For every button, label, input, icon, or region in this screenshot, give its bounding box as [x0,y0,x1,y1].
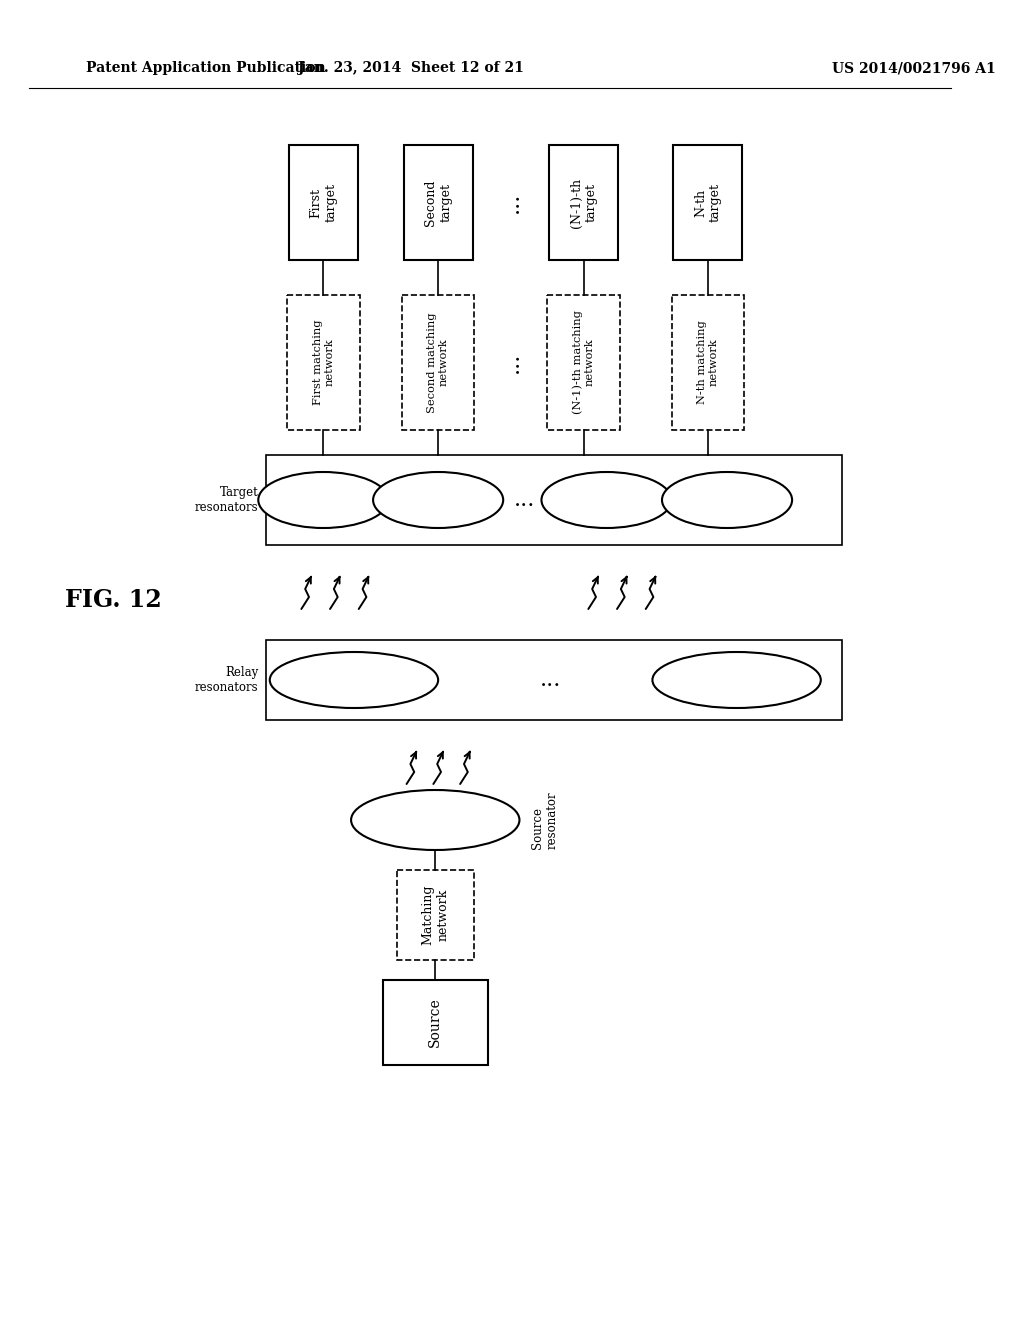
Text: (N-1)-th
target: (N-1)-th target [569,177,598,227]
Bar [403,145,473,260]
Text: First matching
network: First matching network [312,319,334,405]
Bar [672,294,744,430]
Ellipse shape [662,473,793,528]
Text: Second
target: Second target [424,180,453,226]
Bar [401,294,474,430]
Bar [266,455,842,545]
Text: ...: ... [540,669,561,690]
Bar [266,640,842,719]
Text: Source
resonator: Source resonator [530,791,559,849]
Bar [549,145,618,260]
Text: N-th matching
network: N-th matching network [697,321,719,404]
Text: ...: ... [514,488,535,511]
Text: Relay
resonators: Relay resonators [195,667,258,694]
Text: First
target: First target [309,183,337,222]
Text: Source: Source [428,998,442,1047]
Text: N-th
target: N-th target [694,183,722,222]
Ellipse shape [269,652,438,708]
Ellipse shape [542,473,672,528]
Text: Target
resonators: Target resonators [195,486,258,513]
Text: Matching
network: Matching network [421,884,450,945]
Text: Second matching
network: Second matching network [427,313,449,413]
Bar [383,979,487,1065]
Ellipse shape [652,652,821,708]
Bar [674,145,742,260]
Text: (N-1)-th matching
network: (N-1)-th matching network [572,310,595,414]
Bar [397,870,473,960]
Bar [547,294,620,430]
Text: ...: ... [501,352,523,374]
Bar [289,145,357,260]
Ellipse shape [373,473,503,528]
Text: ...: ... [501,191,523,214]
Text: FIG. 12: FIG. 12 [65,587,161,612]
Text: US 2014/0021796 A1: US 2014/0021796 A1 [833,61,996,75]
Ellipse shape [258,473,388,528]
Bar [287,294,359,430]
Ellipse shape [351,789,519,850]
Text: Jan. 23, 2014  Sheet 12 of 21: Jan. 23, 2014 Sheet 12 of 21 [298,61,524,75]
Text: Patent Application Publication: Patent Application Publication [86,61,326,75]
